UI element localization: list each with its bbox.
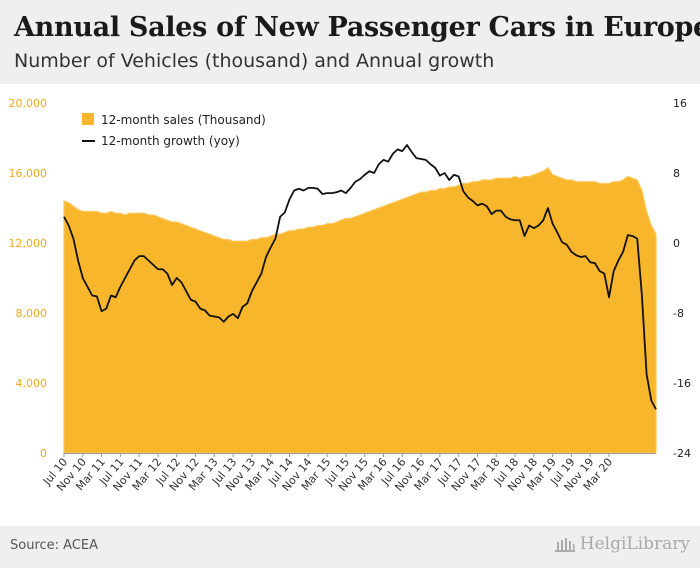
brand-name: HelgiLibrary xyxy=(579,534,690,554)
legend-sales-label: 12-month sales (Thousand) xyxy=(101,113,266,127)
header: Annual Sales of New Passenger Cars in Eu… xyxy=(0,0,700,84)
right-tick-label: 16 xyxy=(673,97,687,110)
library-building-icon xyxy=(554,538,575,552)
sales-area xyxy=(63,166,657,454)
page-subtitle: Number of Vehicles (thousand) and Annual… xyxy=(14,50,495,72)
legend-sales-swatch xyxy=(82,113,94,125)
left-tick-label: 12,000 xyxy=(9,237,48,250)
source-text: Source: ACEA xyxy=(10,538,99,553)
right-tick-label: 8 xyxy=(673,167,680,180)
brand-logo[interactable]: HelgiLibrary xyxy=(554,534,690,554)
left-tick-label: 8,000 xyxy=(16,307,48,320)
right-tick-label: -8 xyxy=(673,307,684,320)
left-tick-label: 16,000 xyxy=(9,167,48,180)
right-tick-label: -24 xyxy=(673,447,691,460)
page-title: Annual Sales of New Passenger Cars in Eu… xyxy=(14,12,700,43)
growth-line xyxy=(63,144,657,410)
chart: 0 4,000 8,000 12,000 16,000 20,000 -24 -16 -8 0 8 1… xyxy=(9,97,691,494)
left-tick-label: 20,000 xyxy=(9,97,48,110)
left-tick-label: 4,000 xyxy=(16,377,48,390)
right-tick-label: -16 xyxy=(673,377,691,390)
right-tick-label: 0 xyxy=(673,237,680,250)
legend-growth-label: 12-month growth (yoy) xyxy=(101,134,240,148)
left-tick-label: 0 xyxy=(40,447,47,460)
footer: Source: ACEA HelgiLibrary xyxy=(0,526,700,568)
